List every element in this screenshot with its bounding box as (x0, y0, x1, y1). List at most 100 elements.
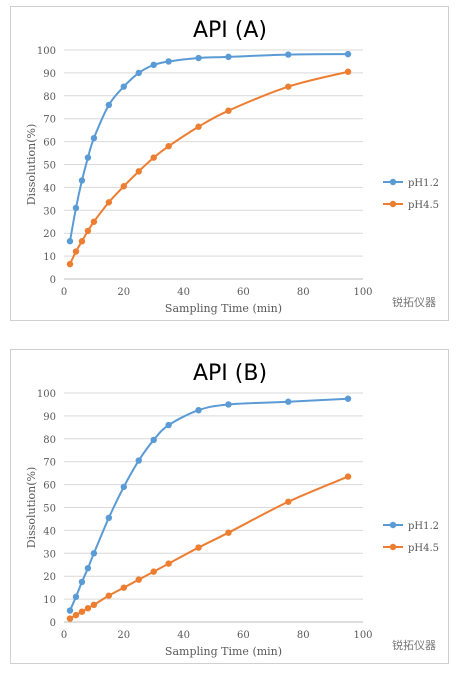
data-point (135, 576, 142, 583)
x-tick-label: 0 (61, 287, 67, 298)
chart-title: API (B) (193, 361, 267, 386)
data-point (135, 457, 142, 464)
data-point (90, 550, 98, 557)
data-point (66, 238, 74, 245)
y-tick-label: 30 (43, 549, 56, 560)
y-tick-label: 90 (43, 69, 56, 80)
y-tick-label: 80 (43, 435, 56, 446)
legend-marker (389, 200, 397, 208)
y-tick-label: 40 (43, 183, 56, 194)
y-tick-label: 50 (43, 161, 56, 172)
y-tick-label: 20 (43, 229, 56, 240)
data-point (105, 101, 113, 109)
data-point (344, 50, 352, 58)
x-tick-label: 0 (61, 630, 67, 641)
x-tick-label: 60 (237, 630, 250, 641)
data-point (150, 436, 157, 444)
x-axis-label: Sampling Time (min) (165, 302, 282, 315)
data-point (90, 601, 98, 609)
data-point (66, 615, 74, 622)
data-point (78, 578, 86, 586)
data-point (135, 168, 142, 175)
chart-panel-api-a: API (A) 0 10 20 30 40 50 60 70 80 90 100 0 20 40 60 80 10… (10, 6, 449, 321)
x-tick-label: 40 (177, 630, 190, 641)
data-point (105, 514, 113, 522)
data-point (120, 83, 128, 90)
data-point (225, 401, 232, 408)
data-point (66, 260, 74, 268)
y-tick-label: 50 (43, 504, 56, 515)
data-point (344, 68, 352, 75)
y-tick-label: 0 (50, 275, 56, 286)
data-point (84, 564, 92, 572)
x-tick-label: 100 (353, 287, 372, 298)
data-point (150, 154, 157, 161)
data-point (72, 593, 80, 601)
data-point (165, 560, 172, 567)
data-point (165, 58, 172, 65)
data-point (165, 142, 172, 150)
data-point (195, 544, 202, 551)
series-line (69, 397, 349, 611)
x-tick-label: 80 (297, 630, 310, 641)
legend-label: pH4.5 (408, 543, 439, 554)
chart-title: API (A) (193, 18, 267, 43)
data-point (285, 498, 292, 505)
watermark-text: 锐拓仪器 (392, 639, 436, 652)
data-point (78, 608, 86, 615)
data-point (84, 227, 92, 235)
x-tick-label: 20 (117, 630, 130, 641)
data-point (195, 123, 202, 130)
chart-api-b: API (B) 0 10 20 30 40 50 60 70 80 90 100 0 20 40 60 80 10… (25, 361, 439, 658)
data-point (195, 54, 202, 62)
legend-marker (389, 521, 397, 529)
y-tick-label: 10 (43, 252, 56, 263)
data-point (105, 199, 113, 206)
data-point (225, 107, 232, 114)
y-tick-label: 0 (50, 618, 56, 629)
y-tick-label: 80 (43, 92, 56, 103)
data-point (285, 51, 292, 58)
data-point (72, 204, 80, 212)
y-tick-label: 30 (43, 206, 56, 217)
data-point (120, 584, 128, 591)
legend-marker (389, 543, 397, 551)
y-tick-label: 10 (43, 595, 56, 606)
data-point (78, 177, 86, 184)
x-tick-label: 60 (237, 287, 250, 298)
y-tick-label: 60 (43, 481, 56, 492)
data-point (120, 483, 128, 491)
data-point (72, 248, 80, 255)
y-tick-label: 40 (43, 526, 56, 537)
data-point (195, 406, 202, 414)
data-point (90, 218, 98, 225)
x-axis-label: Sampling Time (min) (165, 645, 282, 658)
data-point (285, 83, 292, 90)
data-point (150, 61, 157, 69)
y-axis-label: Dissolution(%) (25, 124, 38, 206)
x-tick-label: 40 (177, 287, 190, 298)
data-point (84, 154, 92, 161)
y-tick-label: 70 (43, 115, 56, 126)
y-axis-label: Dissolution(%) (25, 467, 38, 549)
data-point (285, 398, 292, 405)
y-tick-label: 100 (37, 46, 56, 57)
y-tick-label: 60 (43, 138, 56, 149)
x-tick-label: 20 (117, 287, 130, 298)
legend-label: pH4.5 (408, 200, 439, 211)
data-point (150, 568, 157, 575)
data-point (78, 238, 86, 245)
legend-label: pH1.2 (408, 178, 439, 189)
data-point (225, 529, 232, 536)
x-tick-label: 100 (353, 630, 372, 641)
y-tick-label: 90 (43, 412, 56, 423)
y-tick-label: 20 (43, 572, 56, 583)
data-point (84, 605, 92, 612)
data-point (165, 421, 172, 429)
data-point (72, 611, 80, 619)
x-tick-label: 80 (297, 287, 310, 298)
legend-marker (389, 178, 397, 186)
chart-panel-api-b: API (B) 0 10 20 30 40 50 60 70 80 90 100 0 20 40 60 80 10… (10, 349, 449, 664)
legend-label: pH1.2 (408, 521, 439, 532)
data-point (225, 53, 232, 61)
